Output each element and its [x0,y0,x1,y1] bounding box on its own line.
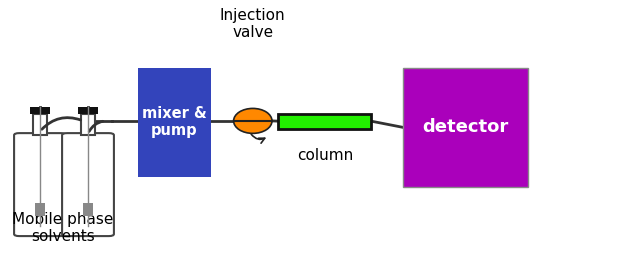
FancyBboxPatch shape [278,114,371,129]
FancyBboxPatch shape [81,114,95,135]
Text: mixer &
pump: mixer & pump [142,106,207,138]
FancyBboxPatch shape [83,203,93,216]
Text: Mobile phase
solvents: Mobile phase solvents [12,212,113,244]
FancyBboxPatch shape [18,180,62,234]
FancyBboxPatch shape [35,203,45,216]
Text: detector: detector [422,118,509,136]
FancyBboxPatch shape [14,133,66,236]
Text: column: column [297,148,353,163]
FancyBboxPatch shape [62,133,114,236]
FancyBboxPatch shape [403,68,528,187]
FancyBboxPatch shape [66,180,110,234]
FancyBboxPatch shape [31,107,50,114]
Text: Injection
valve: Injection valve [220,8,285,40]
FancyBboxPatch shape [33,114,47,135]
FancyBboxPatch shape [79,107,98,114]
FancyBboxPatch shape [138,68,211,177]
Ellipse shape [234,108,272,133]
